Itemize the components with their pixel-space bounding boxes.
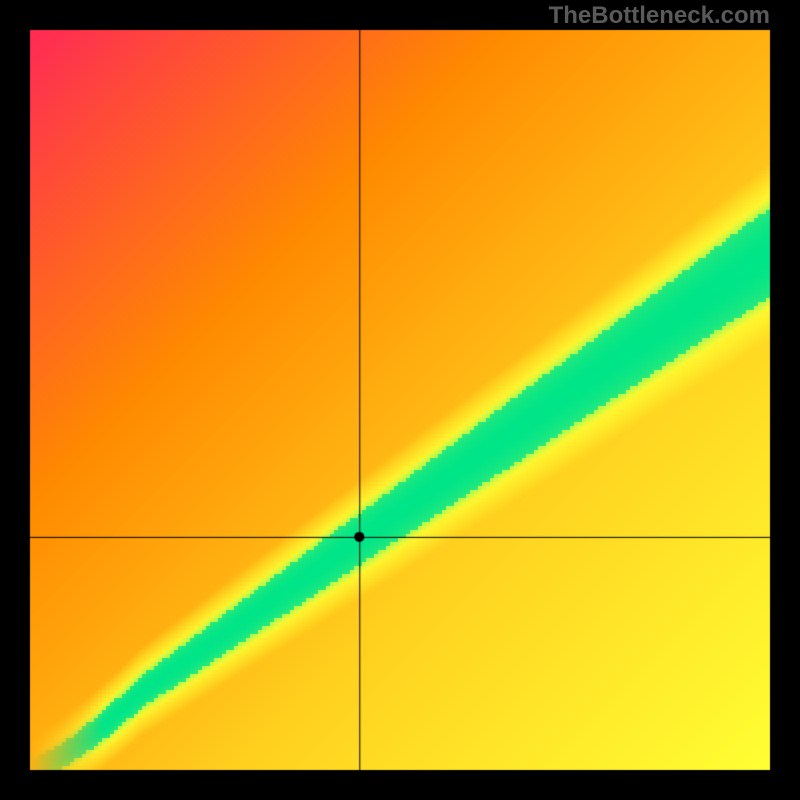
bottleneck-heatmap bbox=[0, 0, 800, 800]
watermark-text: TheBottleneck.com bbox=[549, 2, 770, 30]
